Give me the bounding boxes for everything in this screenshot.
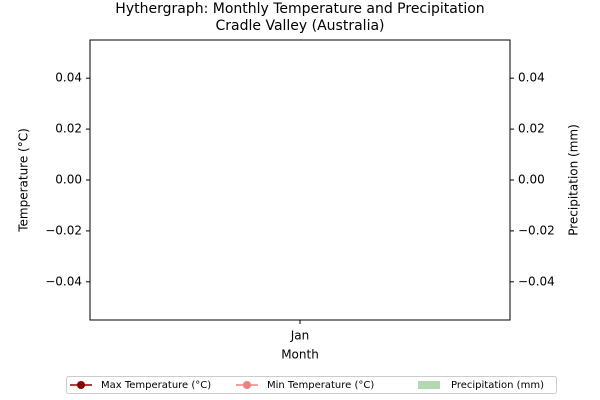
y2-axis-label: Precipitation (mm): [567, 124, 581, 236]
y-tick-label: −0.02: [518, 223, 555, 237]
legend-label: Max Temperature (°C): [101, 380, 211, 391]
chart-title: Hythergraph: Monthly Temperature and Pre…: [115, 1, 484, 17]
legend-label: Precipitation (mm): [451, 380, 544, 391]
y-tick-label: 0.02: [518, 122, 545, 136]
y-tick-label: 0.00: [518, 173, 545, 187]
y-axis-label: Temperature (°C): [17, 128, 31, 233]
legend-swatch: [243, 381, 251, 389]
y-tick-label: 0.04: [518, 71, 545, 85]
x-axis-label: Month: [281, 348, 319, 362]
legend-box: [66, 376, 557, 394]
y-tick-label: −0.04: [518, 274, 555, 288]
chart-subtitle: Cradle Valley (Australia): [216, 18, 385, 34]
legend-label: Min Temperature (°C): [267, 380, 374, 391]
y-tick-label: −0.04: [45, 274, 82, 288]
legend-swatch: [418, 381, 440, 389]
y-tick-label: −0.02: [45, 223, 82, 237]
x-tick-label: Jan: [290, 329, 310, 343]
plot-frame: [89, 39, 511, 321]
y-tick-label: 0.00: [55, 173, 82, 187]
legend-swatch: [77, 381, 85, 389]
y-tick-label: 0.02: [55, 122, 82, 136]
y-tick-label: 0.04: [55, 71, 82, 85]
